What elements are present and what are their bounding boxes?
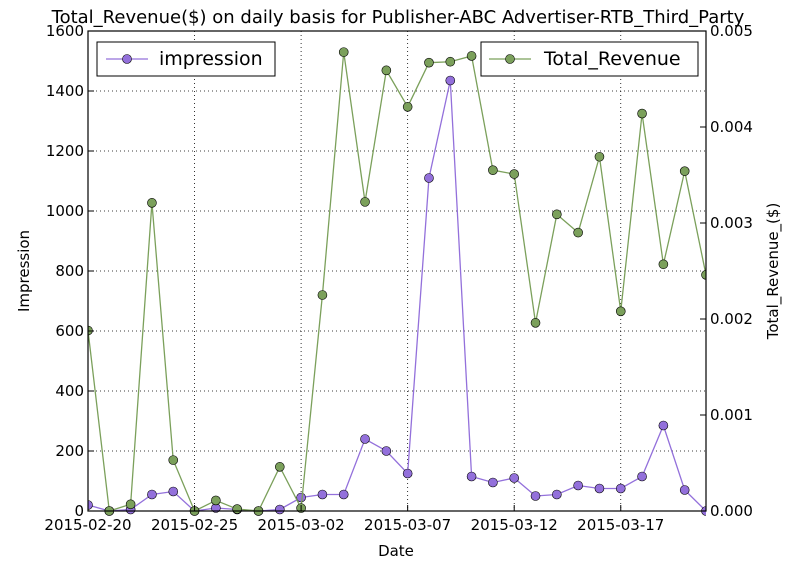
data-point-total-revenue [445,56,456,67]
x-tick-label: 2015-03-07 [364,516,451,534]
data-point-impression [509,473,520,483]
data-point-impression [530,491,541,501]
data-point-total-revenue [658,259,669,270]
series-line-total-revenue [88,52,706,512]
data-point-total-revenue [147,198,157,208]
data-point-impression [573,480,583,491]
data-point-impression [552,489,562,500]
series-layer [88,47,706,516]
data-point-impression [488,477,498,488]
x-tick-label: 2015-02-20 [44,516,131,534]
y-left-tick-label: 1600 [46,22,84,40]
data-point-total-revenue [402,102,413,112]
y-left-tick-label: 1400 [46,82,84,100]
legend-total-revenue-marker [505,54,515,64]
data-point-impression [424,173,434,183]
data-point-impression [381,446,392,456]
y-left-tick-label: 1200 [46,142,84,160]
y-right-tick-label: 0.005 [710,22,753,40]
y-axis-label-left: Impression [15,230,33,312]
data-point-impression [147,489,157,500]
data-point-total-revenue [701,270,706,280]
y-left-tick-label: 1000 [46,202,84,220]
x-tick-label: 2015-03-17 [577,516,664,534]
y-right-tick-label: 0.001 [710,406,753,424]
legend-total-revenue-label: Total_Revenue [543,48,681,70]
y-right-tick-label: 0.000 [710,502,753,520]
data-point-total-revenue [125,499,136,510]
data-point-impression [317,489,328,500]
x-axis-label: Date [378,542,414,560]
data-point-total-revenue [338,47,349,57]
legend-impression-label: impression [159,48,263,70]
x-tick-label: 2015-02-25 [151,516,238,534]
data-point-total-revenue [679,166,690,176]
data-point-total-revenue [509,169,520,179]
series-total-revenue [88,47,706,516]
data-point-total-revenue [615,306,626,317]
data-point-total-revenue [530,318,541,328]
y-left-tick-label: 800 [55,262,84,280]
data-point-total-revenue [360,197,370,207]
axis-ticks: 0 200 400 600 800 1000 1200 1400 1600 0.000 0.001 0… [44,22,753,534]
data-point-total-revenue [594,151,605,162]
legend-impression: impression [96,41,276,77]
data-point-impression [658,420,669,431]
data-point-impression [360,434,370,444]
y-axis-label-right: Total_Revenue_($) [764,203,783,341]
y-left-tick-label: 0 [74,502,84,520]
data-point-total-revenue [488,165,498,175]
data-point-impression [637,471,647,482]
legend-total-revenue: Total_Revenue [480,41,699,77]
y-left-tick-label: 600 [55,322,84,340]
data-point-total-revenue [232,504,242,514]
x-tick-label: 2015-03-12 [471,516,558,534]
data-point-total-revenue [424,57,434,68]
chart-title: Total_Revenue($) on daily basis for Publ… [51,7,745,28]
y-left-tick-label: 400 [55,382,84,400]
data-point-impression [274,504,285,515]
data-point-impression [402,468,413,479]
data-point-total-revenue [168,455,179,465]
data-point-total-revenue [637,108,647,119]
legend-impression-marker [122,54,132,64]
data-point-total-revenue [211,495,221,506]
data-point-impression [168,486,179,497]
data-point-impression [466,471,477,482]
data-point-impression [338,489,349,500]
data-point-total-revenue [381,65,392,76]
y-right-tick-label: 0.003 [710,214,753,232]
data-point-impression [615,483,626,494]
data-point-total-revenue [274,462,285,472]
data-point-impression [445,75,456,86]
data-point-impression [679,485,690,495]
data-point-impression [594,483,605,494]
data-point-total-revenue [466,51,477,61]
data-point-total-revenue [573,227,583,238]
data-point-total-revenue [317,290,328,300]
y-left-tick-label: 200 [55,442,84,460]
y-right-tick-label: 0.004 [710,118,753,136]
y-right-tick-label: 0.002 [710,310,753,328]
x-tick-label: 2015-03-02 [258,516,345,534]
data-point-impression [88,500,93,510]
data-point-total-revenue [552,209,562,220]
